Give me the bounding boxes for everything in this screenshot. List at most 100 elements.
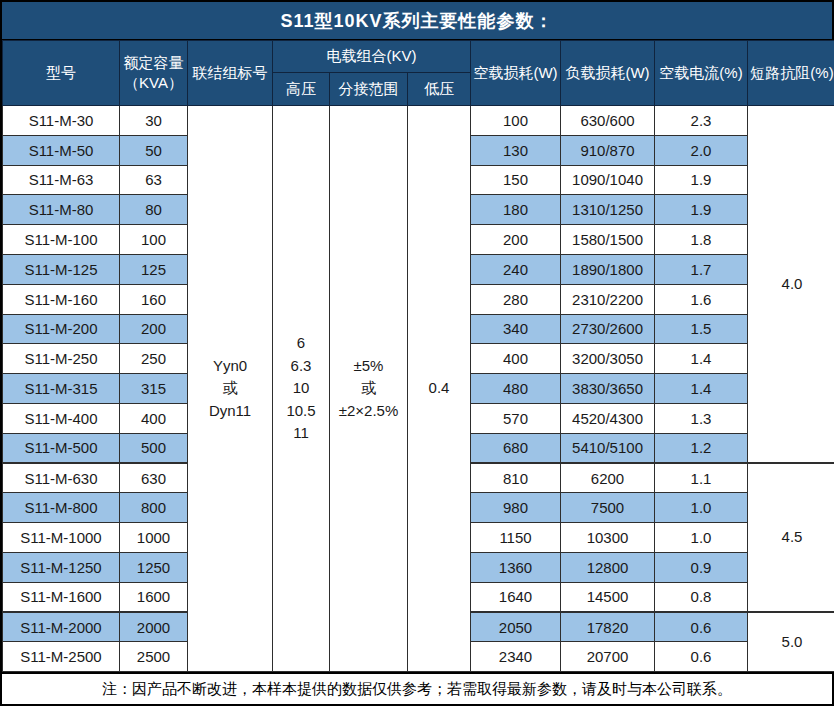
cell-load-loss: 17820 xyxy=(561,612,655,642)
cell-no-load-loss: 680 xyxy=(471,433,561,463)
cell-impedance: 4.0 xyxy=(748,106,834,464)
cell-impedance: 5.0 xyxy=(748,612,834,672)
cell-capacity: 1000 xyxy=(120,523,188,553)
cell-no-load-loss: 980 xyxy=(471,493,561,523)
table-title: S11型10KV系列主要性能参数： xyxy=(2,2,832,40)
cell-no-load-loss: 1640 xyxy=(471,582,561,612)
cell-no-load-current: 2.0 xyxy=(655,135,748,165)
cell-load-loss: 1890/1800 xyxy=(561,254,655,284)
cell-model: S11-M-250 xyxy=(3,344,120,374)
cell-no-load-loss: 1360 xyxy=(471,552,561,582)
cell-no-load-current: 2.3 xyxy=(655,106,748,136)
cell-no-load-loss: 1150 xyxy=(471,523,561,553)
cell-model: S11-M-80 xyxy=(3,195,120,225)
cell-no-load-loss: 400 xyxy=(471,344,561,374)
cell-load-loss: 910/870 xyxy=(561,135,655,165)
cell-model: S11-M-2000 xyxy=(3,612,120,642)
cell-model: S11-M-2500 xyxy=(3,642,120,672)
cell-no-load-current: 0.6 xyxy=(655,612,748,642)
cell-load-loss: 14500 xyxy=(561,582,655,612)
table-body: S11-M-3030Yyn0 或 Dyn116 6.3 10 10.5 11±5… xyxy=(3,106,834,672)
cell-no-load-current: 0.8 xyxy=(655,582,748,612)
cell-load-loss: 3200/3050 xyxy=(561,344,655,374)
cell-capacity: 800 xyxy=(120,493,188,523)
cell-no-load-current: 1.0 xyxy=(655,523,748,553)
cell-connection-group: Yyn0 或 Dyn11 xyxy=(188,106,273,672)
cell-no-load-loss: 2340 xyxy=(471,642,561,672)
cell-no-load-current: 1.5 xyxy=(655,314,748,344)
header-row-main: 型号 额定容量 （KVA） 联结组标号 电载组合(KV) 空载损耗(W) 负载损… xyxy=(3,41,834,73)
cell-capacity: 400 xyxy=(120,403,188,433)
cell-capacity: 630 xyxy=(120,463,188,493)
cell-low-voltage: 0.4 xyxy=(408,106,471,672)
cell-no-load-loss: 240 xyxy=(471,254,561,284)
cell-tap-range: ±5% 或 ±2×2.5% xyxy=(330,106,408,672)
cell-impedance: 4.5 xyxy=(748,463,834,612)
table-row: S11-M-3030Yyn0 或 Dyn116 6.3 10 10.5 11±5… xyxy=(3,106,834,136)
cell-model: S11-M-1600 xyxy=(3,582,120,612)
cell-no-load-current: 0.9 xyxy=(655,552,748,582)
cell-capacity: 1600 xyxy=(120,582,188,612)
cell-load-loss: 6200 xyxy=(561,463,655,493)
footnote: 注：因产品不断改进，本样本提供的数据仅供参考；若需取得最新参数，请及时与本公司联… xyxy=(2,672,832,704)
cell-capacity: 250 xyxy=(120,344,188,374)
cell-no-load-current: 1.2 xyxy=(655,433,748,463)
cell-model: S11-M-100 xyxy=(3,225,120,255)
cell-model: S11-M-30 xyxy=(3,106,120,136)
cell-no-load-current: 1.9 xyxy=(655,165,748,195)
cell-model: S11-M-1000 xyxy=(3,523,120,553)
cell-load-loss: 7500 xyxy=(561,493,655,523)
cell-model: S11-M-500 xyxy=(3,433,120,463)
cell-no-load-current: 1.0 xyxy=(655,493,748,523)
cell-capacity: 500 xyxy=(120,433,188,463)
cell-capacity: 315 xyxy=(120,374,188,404)
table-header: 型号 额定容量 （KVA） 联结组标号 电载组合(KV) 空载损耗(W) 负载损… xyxy=(3,41,834,106)
col-header-load-loss: 负载损耗(W) xyxy=(561,41,655,106)
spec-table: 型号 额定容量 （KVA） 联结组标号 电载组合(KV) 空载损耗(W) 负载损… xyxy=(2,40,834,672)
cell-capacity: 100 xyxy=(120,225,188,255)
cell-model: S11-M-125 xyxy=(3,254,120,284)
cell-no-load-loss: 480 xyxy=(471,374,561,404)
cell-load-loss: 10300 xyxy=(561,523,655,553)
cell-model: S11-M-1250 xyxy=(3,552,120,582)
cell-no-load-current: 1.1 xyxy=(655,463,748,493)
cell-load-loss: 20700 xyxy=(561,642,655,672)
cell-no-load-current: 1.4 xyxy=(655,344,748,374)
cell-model: S11-M-315 xyxy=(3,374,120,404)
cell-no-load-loss: 100 xyxy=(471,106,561,136)
cell-model: S11-M-630 xyxy=(3,463,120,493)
cell-no-load-loss: 200 xyxy=(471,225,561,255)
cell-no-load-current: 0.6 xyxy=(655,642,748,672)
cell-model: S11-M-160 xyxy=(3,284,120,314)
cell-no-load-current: 1.8 xyxy=(655,225,748,255)
cell-no-load-current: 1.9 xyxy=(655,195,748,225)
cell-load-loss: 3830/3650 xyxy=(561,374,655,404)
cell-load-loss: 630/600 xyxy=(561,106,655,136)
col-header-tap-range: 分接范围 xyxy=(330,73,408,106)
cell-model: S11-M-200 xyxy=(3,314,120,344)
col-header-low-voltage: 低压 xyxy=(408,73,471,106)
cell-model: S11-M-50 xyxy=(3,135,120,165)
spec-table-panel: S11型10KV系列主要性能参数： 型号 额定容量 （KVA） 联结组标号 电载… xyxy=(0,0,834,706)
cell-high-voltage: 6 6.3 10 10.5 11 xyxy=(273,106,330,672)
col-header-impedance: 短路抗阻(%) xyxy=(748,41,834,106)
cell-no-load-current: 1.3 xyxy=(655,403,748,433)
cell-model: S11-M-63 xyxy=(3,165,120,195)
col-header-connection: 联结组标号 xyxy=(188,41,273,106)
cell-load-loss: 2730/2600 xyxy=(561,314,655,344)
cell-capacity: 160 xyxy=(120,284,188,314)
col-header-voltage-group: 电载组合(KV) xyxy=(273,41,471,73)
cell-no-load-loss: 150 xyxy=(471,165,561,195)
cell-capacity: 2500 xyxy=(120,642,188,672)
cell-capacity: 1250 xyxy=(120,552,188,582)
cell-no-load-current: 1.6 xyxy=(655,284,748,314)
col-header-no-load-loss: 空载损耗(W) xyxy=(471,41,561,106)
col-header-no-load-current: 空载电流(%) xyxy=(655,41,748,106)
cell-capacity: 50 xyxy=(120,135,188,165)
cell-load-loss: 1580/1500 xyxy=(561,225,655,255)
cell-capacity: 63 xyxy=(120,165,188,195)
cell-capacity: 2000 xyxy=(120,612,188,642)
cell-load-loss: 2310/2200 xyxy=(561,284,655,314)
cell-no-load-loss: 180 xyxy=(471,195,561,225)
cell-no-load-loss: 810 xyxy=(471,463,561,493)
